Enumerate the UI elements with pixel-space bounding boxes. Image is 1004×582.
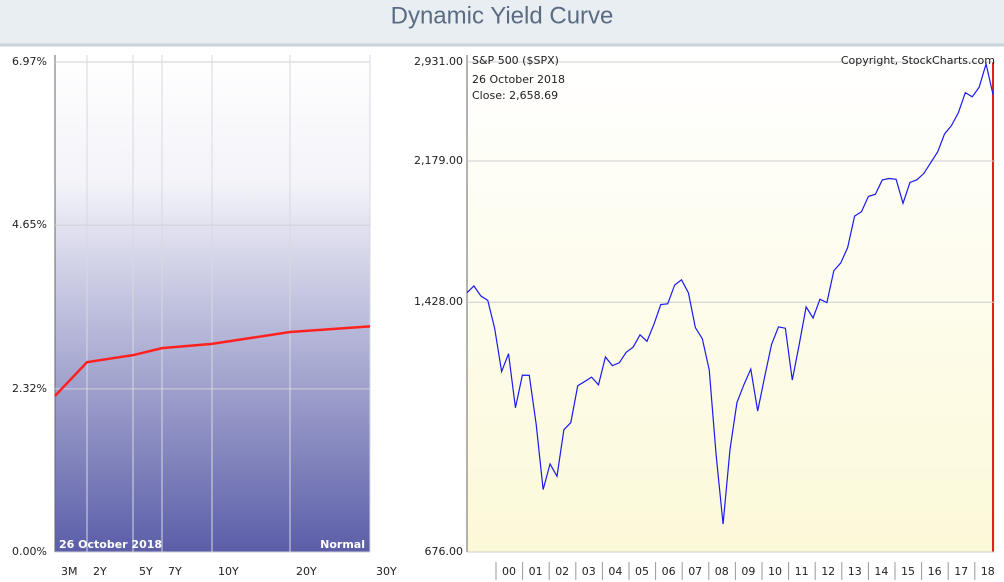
x-tick-label: 10 bbox=[768, 565, 782, 578]
x-tick-label: 15 bbox=[901, 565, 915, 578]
x-tick-label: 02 bbox=[555, 565, 569, 578]
x-tick-label: 20Y bbox=[296, 565, 317, 578]
x-tick-label: 16 bbox=[928, 565, 942, 578]
y-tick-label: 1,428.00 bbox=[414, 295, 463, 308]
chart-title: S&P 500 ($SPX) bbox=[472, 54, 559, 67]
x-tick-label: 13 bbox=[848, 565, 862, 578]
x-tick-label: 7Y bbox=[168, 565, 182, 578]
x-tick-label: 14 bbox=[874, 565, 888, 578]
annotation: Close: 2,658.69 bbox=[472, 89, 558, 102]
header bbox=[0, 0, 1004, 45]
price-line bbox=[466, 61, 994, 525]
x-tick-label: 03 bbox=[582, 565, 596, 578]
x-tick-label: 5Y bbox=[139, 565, 153, 578]
y-tick-label: 6.97% bbox=[12, 55, 47, 68]
x-tick-label: 3M bbox=[61, 565, 78, 578]
x-tick-label: 07 bbox=[688, 565, 702, 578]
y-tick-label: 2,179.00 bbox=[414, 154, 463, 167]
annotation: Normal bbox=[320, 538, 365, 551]
annotation: 26 October 2018 bbox=[472, 73, 565, 86]
y-tick-label: 2.32% bbox=[12, 382, 47, 395]
y-tick-label: 0.00% bbox=[12, 545, 47, 558]
x-tick-label: 09 bbox=[741, 565, 755, 578]
y-tick-label: 676.00 bbox=[425, 545, 464, 558]
annotation: Copyright, StockCharts.com bbox=[841, 54, 995, 67]
y-tick-label: 2,931.00 bbox=[414, 55, 463, 68]
annotation: 26 October 2018 bbox=[59, 538, 162, 551]
x-tick-label: 17 bbox=[954, 565, 968, 578]
x-tick-label: 06 bbox=[662, 565, 676, 578]
yield-line bbox=[54, 325, 371, 397]
x-tick-label: 05 bbox=[635, 565, 649, 578]
x-tick-label: 18 bbox=[981, 565, 995, 578]
y-tick-label: 4.65% bbox=[12, 218, 47, 231]
x-tick-label: 04 bbox=[608, 565, 622, 578]
x-tick-label: 11 bbox=[795, 565, 809, 578]
x-tick-label: 01 bbox=[529, 565, 543, 578]
page-title: Dynamic Yield Curve bbox=[391, 2, 614, 29]
x-tick-label: 08 bbox=[715, 565, 729, 578]
x-tick-label: 30Y bbox=[376, 565, 397, 578]
x-tick-label: 00 bbox=[502, 565, 516, 578]
spx-plot-area bbox=[467, 55, 995, 552]
x-tick-label: 10Y bbox=[218, 565, 239, 578]
x-tick-label: 12 bbox=[821, 565, 835, 578]
x-tick-label: 2Y bbox=[93, 565, 107, 578]
